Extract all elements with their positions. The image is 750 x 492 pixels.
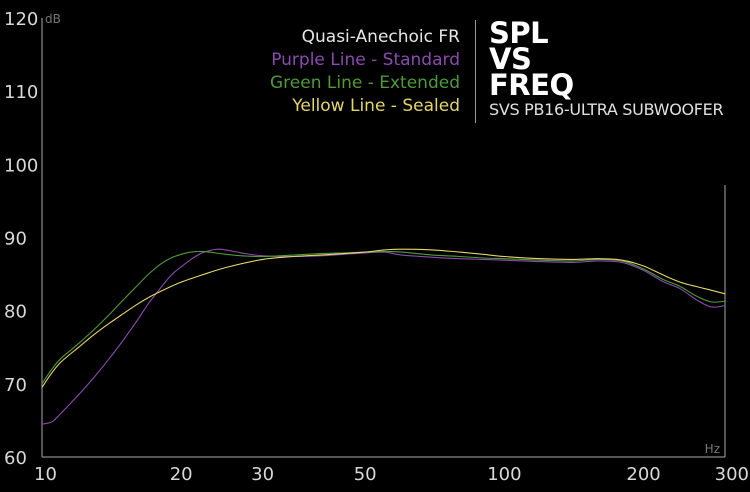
y-tick-label: 80 bbox=[4, 302, 27, 323]
title-line-freq: FREQ bbox=[489, 68, 574, 102]
chart-title: SPL VS FREQ SVS PB16-ULTRA SUBWOOFER bbox=[489, 16, 724, 120]
legend: Quasi-Anechoic FR Purple Line - Standard… bbox=[270, 26, 460, 118]
y-tick-label: 90 bbox=[4, 229, 27, 250]
title-divider bbox=[475, 20, 476, 123]
x-tick-labels: 10 20 30 50 100 200 300 bbox=[34, 464, 749, 485]
x-axis-label: Hz bbox=[705, 442, 720, 456]
y-tick-label: 100 bbox=[4, 155, 38, 176]
y-axis-label: dB bbox=[45, 12, 61, 26]
y-tick-label: 110 bbox=[4, 82, 38, 103]
title-line-spl: SPL bbox=[489, 16, 549, 50]
title-line-vs: VS bbox=[489, 42, 532, 76]
x-tick-label: 100 bbox=[487, 464, 521, 485]
series-line-1 bbox=[41, 250, 726, 385]
y-tick-label: 60 bbox=[4, 448, 27, 469]
x-tick-label: 200 bbox=[626, 464, 660, 485]
x-tick-label: 20 bbox=[170, 464, 193, 485]
legend-item-standard: Purple Line - Standard bbox=[271, 50, 460, 70]
legend-heading: Quasi-Anechoic FR bbox=[301, 27, 460, 47]
legend-item-sealed: Yellow Line - Sealed bbox=[292, 96, 460, 116]
series-line-0 bbox=[41, 248, 726, 425]
y-tick-labels: 60 70 80 90 100 110 120 bbox=[4, 9, 38, 469]
x-tick-label: 30 bbox=[251, 464, 274, 485]
legend-item-extended: Green Line - Extended bbox=[270, 73, 460, 93]
series-lines bbox=[41, 248, 726, 425]
x-tick-label: 50 bbox=[354, 464, 377, 485]
chart-axes bbox=[41, 18, 726, 458]
chart-subtitle: SVS PB16-ULTRA SUBWOOFER bbox=[489, 100, 724, 119]
series-line-2 bbox=[41, 248, 726, 388]
y-tick-label: 120 bbox=[4, 9, 38, 30]
x-tick-label: 300 bbox=[715, 464, 749, 485]
x-tick-label: 10 bbox=[34, 464, 57, 485]
y-tick-label: 70 bbox=[4, 375, 27, 396]
